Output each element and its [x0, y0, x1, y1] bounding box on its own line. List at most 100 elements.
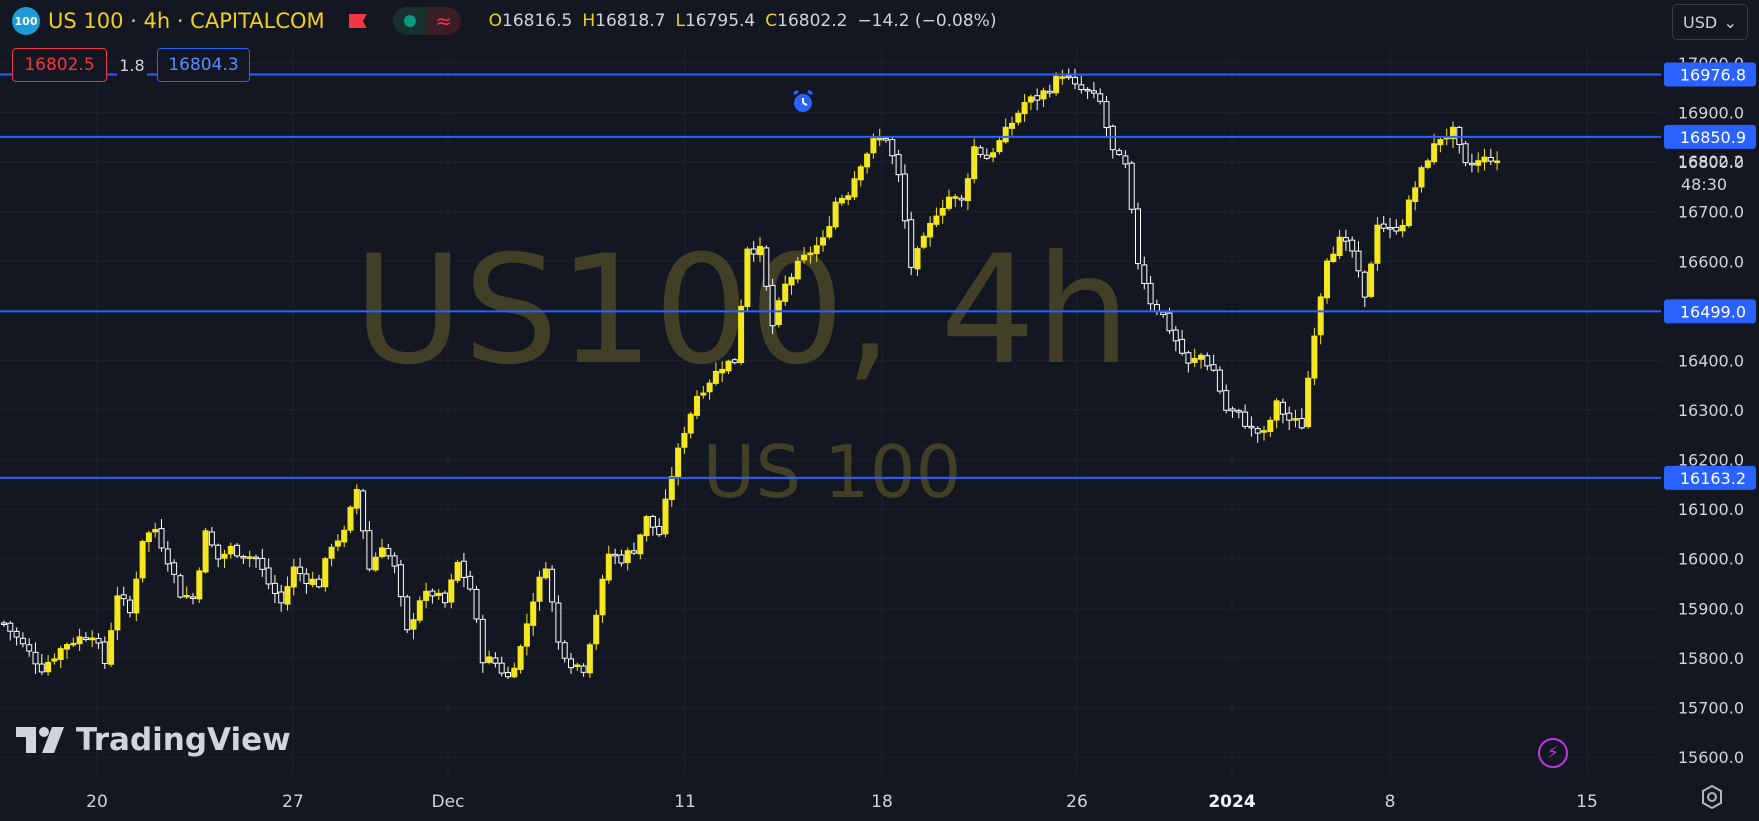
market-open-icon[interactable] — [392, 7, 427, 35]
candle-body — [473, 588, 480, 620]
candle-body — [1368, 263, 1375, 297]
candle-body — [1254, 428, 1261, 434]
lightning-icon[interactable]: ⚡ — [1538, 738, 1568, 768]
x-tick-label: 8 — [1385, 792, 1396, 812]
candle-body — [593, 614, 600, 645]
candle-body — [964, 178, 971, 202]
candle-body — [57, 648, 64, 660]
gear-icon[interactable] — [1699, 784, 1725, 810]
candle-body — [108, 630, 115, 665]
candle-body — [1487, 156, 1494, 162]
candle-body — [171, 562, 178, 575]
candle-body — [769, 285, 776, 327]
alarm-clock-icon[interactable] — [793, 89, 813, 112]
candle-body — [410, 619, 417, 630]
sell-button[interactable]: 16802.5 — [12, 48, 107, 82]
spread-value: 1.8 — [117, 48, 147, 82]
horizontal-line-label-bg — [1664, 465, 1756, 490]
y-tick-label: 15900.0 — [1678, 599, 1744, 618]
candle-body — [990, 152, 997, 158]
candle-body — [89, 637, 96, 641]
symbol-badge[interactable]: 100 — [12, 7, 40, 35]
candle-body — [712, 370, 719, 384]
candle-body — [190, 596, 196, 599]
candle-body — [1424, 160, 1431, 168]
flag-icon[interactable] — [348, 14, 367, 28]
candle-body — [523, 623, 530, 647]
candle-body — [278, 591, 285, 604]
candle-body — [612, 553, 619, 557]
candle-body — [505, 672, 511, 678]
y-tick-label: 16400.0 — [1678, 351, 1744, 370]
candle-body — [152, 528, 159, 533]
candle-body — [763, 247, 770, 287]
candle-body — [1355, 250, 1362, 272]
candle-body — [114, 595, 121, 631]
candle-body — [807, 252, 814, 256]
candle-body — [1229, 408, 1236, 412]
candle-body — [1399, 224, 1406, 232]
candle-body — [820, 237, 826, 246]
candle-body — [120, 594, 127, 600]
y-tick-label: 16900.0 — [1678, 104, 1744, 123]
horizontal-lines[interactable] — [0, 73, 1661, 479]
candle-body — [1053, 75, 1060, 94]
candle-body — [1342, 237, 1349, 242]
candle-body — [1324, 260, 1330, 299]
candle-body — [1412, 187, 1419, 202]
candle-body — [914, 248, 921, 270]
symbol-title[interactable]: US 100 · 4h · CAPITALCOM — [48, 9, 325, 33]
candle-body — [952, 196, 959, 199]
bar-countdown: 48:30 — [1681, 175, 1727, 194]
buy-button[interactable]: 16804.3 — [157, 48, 250, 82]
candle-body — [397, 564, 404, 598]
candle-body — [1279, 401, 1286, 415]
candle-body — [479, 618, 486, 664]
candle-body — [511, 667, 518, 678]
candle-body — [1198, 354, 1204, 360]
candle-body — [920, 235, 927, 248]
candle-body — [347, 506, 354, 531]
candle-body — [1380, 223, 1387, 229]
candle-body — [328, 546, 335, 559]
indicator-pill[interactable]: ≈ — [392, 7, 461, 35]
y-tick-label: 15700.0 — [1678, 698, 1744, 717]
horizontal-line-labels: 16976.8 16850.9 16499.0 16163.2 — [1664, 62, 1756, 490]
candle-body — [1261, 430, 1267, 433]
candle-body — [1128, 162, 1135, 210]
wave-icon[interactable]: ≈ — [426, 7, 461, 35]
candle-body — [1109, 125, 1116, 151]
candle-body — [1147, 282, 1154, 305]
candle-body — [794, 260, 801, 280]
x-tick-label: 26 — [1066, 792, 1088, 812]
candle-body — [253, 556, 259, 560]
price-axis-panel — [1661, 48, 1759, 775]
candle-body — [618, 554, 625, 564]
candle-body — [1135, 208, 1141, 265]
candle-body — [284, 586, 291, 605]
candle-body — [1034, 95, 1041, 101]
tradingview-logo[interactable]: TradingView — [16, 722, 291, 758]
currency-select[interactable]: USD ⌄ — [1672, 4, 1748, 40]
candle-body — [870, 138, 877, 154]
candle-body — [631, 550, 637, 554]
candle-body — [19, 637, 26, 645]
candle-body — [416, 600, 423, 621]
candle-body — [1160, 311, 1167, 316]
candle-body — [316, 578, 322, 588]
candle-body — [1172, 329, 1179, 342]
candle-body — [1021, 102, 1028, 115]
candle-body — [1191, 357, 1198, 363]
candle-body — [297, 566, 304, 575]
candle-body — [857, 166, 864, 181]
candle-body — [568, 658, 574, 669]
candle-body — [662, 498, 669, 535]
time-axis[interactable]: 20 27 Dec 11 18 26 2024 8 15 — [86, 792, 1598, 812]
candle-body — [908, 219, 915, 268]
tradingview-logo-text: TradingView — [76, 722, 291, 758]
candle-body — [1311, 335, 1318, 379]
candle-body — [1330, 253, 1337, 262]
candle-body — [1040, 90, 1047, 100]
candle-body — [1084, 88, 1091, 92]
